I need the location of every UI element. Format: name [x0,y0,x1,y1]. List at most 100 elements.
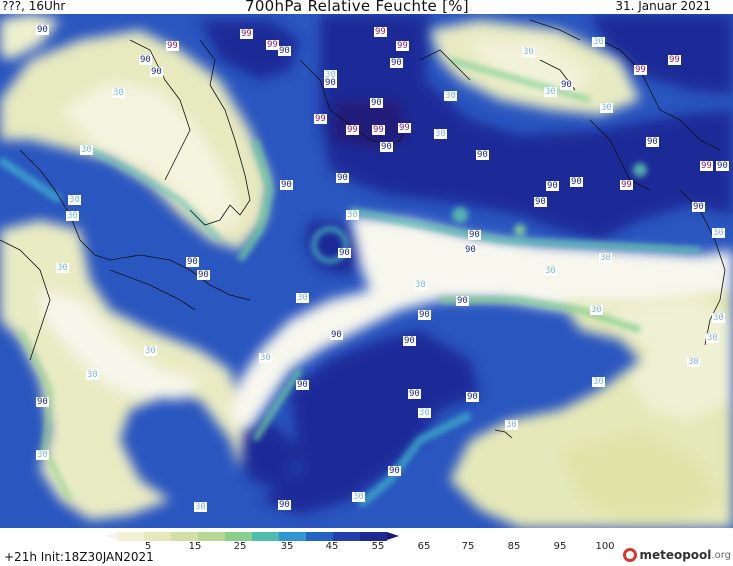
contour-label: 99 [240,29,253,39]
contour-label: 30 [68,195,81,205]
header-bar: ???, 16Uhr 700hPa Relative Feuchte [%] 3… [0,0,733,15]
meteopool-logo[interactable]: meteopool .org [623,548,731,562]
contour-label: 90 [336,173,349,183]
contour-label: 30 [444,91,457,101]
contour-label: 90 [408,389,421,399]
color-scale-tick: 55 [371,541,385,552]
color-scale-ticks: 5 15 25 35 45 55 65 75 85 95 100 [0,541,733,553]
color-scale-tick: 45 [325,541,339,552]
valid-time-label: ???, 16Uhr [2,0,66,13]
contour-label: 30 [36,450,49,460]
contour-label: 30 [80,145,93,155]
color-scale-segment [360,532,387,541]
contour-label: 30 [112,88,125,98]
contour-label: 30 [712,313,725,323]
color-scale-tick: 95 [553,541,567,552]
contour-label: 90 [278,46,291,56]
contour-label: 90 [692,202,705,212]
init-time: +21h Init:18Z30JAN2021 [4,550,154,564]
color-scale-tick: 65 [417,541,431,552]
contour-label: 30 [352,492,365,502]
contour-label: 90 [418,310,431,320]
contour-label: 30 [414,280,427,290]
contour-label: 90 [278,500,291,510]
contour-label: 30 [600,103,613,113]
contour-label: 90 [150,67,163,77]
color-scale-segment [333,532,360,541]
contour-label: 99 [266,40,279,50]
contour-label: 90 [560,80,573,90]
contour-label: 90 [476,150,489,160]
contour-label: 30 [712,228,725,238]
color-scale-segment [225,532,252,541]
contour-label: 90 [466,392,479,402]
contour-label: 99 [372,125,385,135]
contour-label: 99 [634,65,647,75]
contour-label: 30 [66,211,79,221]
contour-label: 30 [706,333,719,343]
contour-label: 90 [546,181,559,191]
color-scale-segment [171,532,198,541]
contour-label: 99 [374,27,387,37]
contour-label: 30 [86,370,99,380]
contour-label: 99 [700,161,713,171]
contour-label: 90 [570,177,583,187]
contour-label: 90 [338,248,351,258]
contour-label: 90 [646,137,659,147]
contour-label: 90 [380,142,393,152]
color-scale-segment [117,532,144,541]
contour-label: 99 [620,180,633,190]
color-scale-segment [279,532,306,541]
contour-label: 30 [505,420,518,430]
contour-label: 90 [468,230,481,240]
contour-label: 30 [544,87,557,97]
contour-label: 30 [144,346,157,356]
color-scale-tick: 35 [280,541,294,552]
contour-label: 30 [346,210,359,220]
color-scale-tick: 75 [461,541,475,552]
humidity-field [0,14,733,528]
contour-label: 90 [716,161,729,171]
logo-domain: .org [711,549,731,561]
coastlines [0,19,726,439]
contour-label: 99 [396,41,409,51]
color-scale-tick: 25 [233,541,247,552]
contour-label: 99 [668,55,681,65]
contour-label: 90 [139,55,152,65]
contour-label: 30 [592,37,605,47]
color-scale-segment [144,532,171,541]
contour-label: 99 [346,125,359,135]
contour-label: 30 [56,263,69,273]
contour-label: 30 [544,266,557,276]
contour-label: 90 [456,296,469,306]
color-scale-tick: 5 [144,541,152,552]
contour-label: 90 [296,380,309,390]
contour-label: 90 [388,466,401,476]
meteopool-icon [623,548,638,562]
contour-label: 99 [166,41,179,51]
contour-label: 30 [592,377,605,387]
contour-label: 90 [186,257,199,267]
color-scale-min-arrow [105,532,117,540]
contour-label: 90 [324,78,337,88]
contour-label: 90 [280,180,293,190]
color-scale-segment [198,532,225,541]
contour-label: 90 [534,197,547,207]
contour-label: 30 [522,47,535,57]
contour-label: 30 [599,253,612,263]
contour-label: 90 [330,330,343,340]
map-date: 31. Januar 2021 [615,0,711,13]
logo-text: meteopool [639,548,712,562]
color-scale-tick: 85 [507,541,521,552]
contour-label: 99 [398,123,411,133]
color-scale-tick: 15 [188,541,202,552]
contour-label: 30 [194,502,207,512]
contour-label: 90 [36,25,49,35]
contour-label: 30 [324,70,337,80]
contour-label: 30 [687,357,700,367]
color-scale [105,532,399,541]
contour-label: 30 [418,408,431,418]
contour-label: 30 [434,129,447,139]
contour-label: 99 [314,114,327,124]
legend-area: 5 15 25 35 45 55 65 75 85 95 100 +21h Init:18Z30JA… [0,528,733,566]
